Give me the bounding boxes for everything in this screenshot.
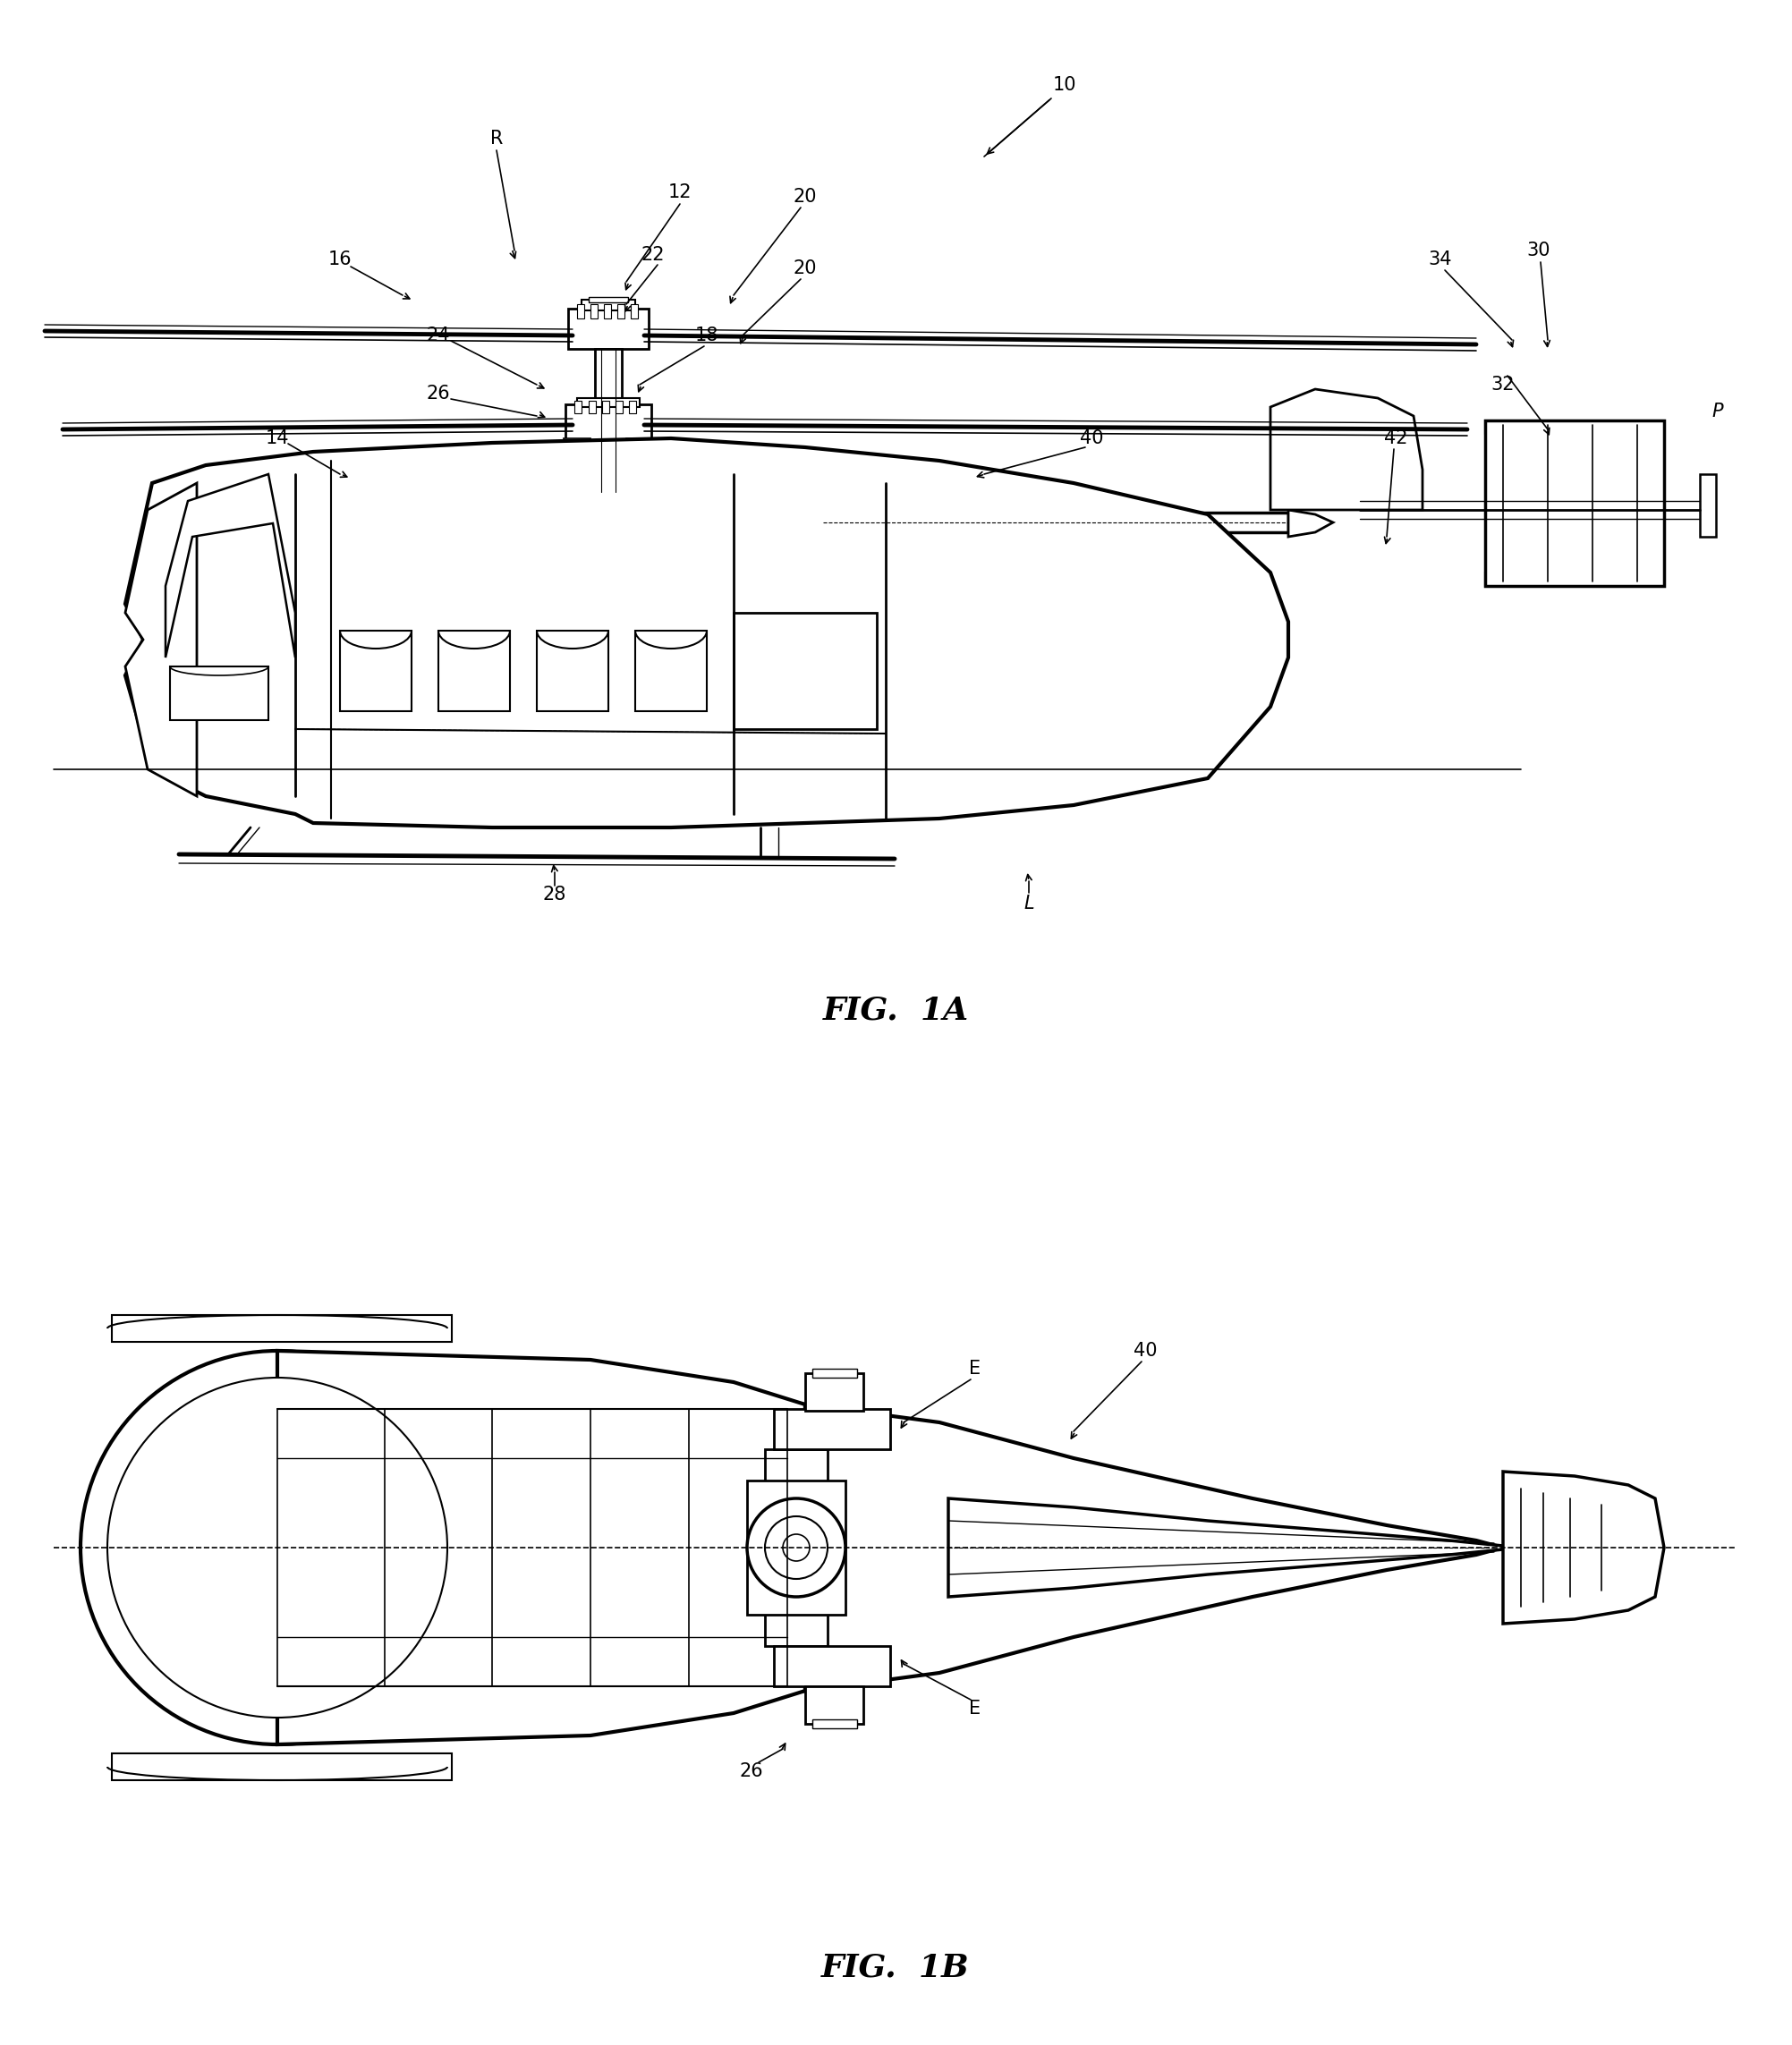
Bar (615, 401, 622, 413)
Circle shape (765, 1515, 828, 1579)
Text: FIG.  1B: FIG. 1B (821, 1953, 969, 1984)
Text: 24: 24 (426, 327, 450, 344)
Bar (812, 1720, 857, 1728)
Bar (170, 667, 269, 720)
Polygon shape (1271, 389, 1423, 509)
Text: 16: 16 (328, 249, 351, 268)
Bar (602, 401, 609, 413)
Polygon shape (165, 474, 296, 658)
Text: 34: 34 (1428, 249, 1452, 268)
Text: 40: 40 (1133, 1342, 1158, 1360)
Bar (1486, 421, 1665, 434)
Text: E: E (969, 1699, 980, 1718)
Bar (604, 305, 611, 319)
Bar (111, 1315, 452, 1342)
Text: 26: 26 (740, 1763, 763, 1781)
Text: 18: 18 (695, 327, 719, 344)
Bar (577, 399, 640, 407)
Bar (733, 614, 876, 730)
Text: 14: 14 (265, 429, 289, 448)
Polygon shape (278, 1352, 805, 1744)
Text: 42: 42 (1383, 429, 1407, 448)
Circle shape (747, 1499, 846, 1597)
Bar (747, 1481, 846, 1616)
Bar (805, 1687, 864, 1724)
Bar (805, 1372, 864, 1411)
Text: FIG.  1A: FIG. 1A (823, 996, 968, 1027)
Bar (774, 1646, 891, 1687)
Bar (590, 297, 627, 303)
Bar (622, 497, 670, 530)
Polygon shape (1288, 509, 1333, 536)
Text: R: R (489, 129, 504, 147)
Circle shape (108, 1378, 448, 1718)
Bar (595, 350, 622, 493)
Polygon shape (1503, 1472, 1665, 1624)
Text: 32: 32 (1491, 376, 1514, 393)
Bar (550, 448, 667, 497)
Text: P: P (1711, 403, 1724, 421)
Bar (823, 513, 1288, 532)
Bar (634, 630, 706, 712)
Bar (111, 1753, 452, 1781)
Polygon shape (948, 1499, 1503, 1597)
Bar (625, 438, 652, 450)
Text: 30: 30 (1527, 241, 1550, 260)
Bar (1701, 474, 1717, 536)
Text: E: E (969, 1360, 980, 1378)
Bar (340, 630, 412, 712)
Bar (590, 401, 597, 413)
Bar (577, 305, 584, 319)
Bar (812, 1368, 857, 1378)
Bar (706, 505, 760, 542)
Bar (631, 305, 638, 319)
Bar (575, 401, 582, 413)
Bar (769, 505, 823, 542)
Bar (765, 1450, 828, 1646)
Bar (582, 301, 634, 311)
Bar (564, 438, 591, 450)
Text: 12: 12 (668, 184, 692, 200)
Circle shape (81, 1352, 475, 1744)
Bar (616, 305, 624, 319)
Bar (591, 305, 597, 319)
Bar (595, 448, 622, 524)
Bar (568, 309, 649, 350)
Text: 26: 26 (426, 384, 450, 403)
Bar (643, 505, 697, 542)
Text: 22: 22 (642, 245, 665, 264)
Bar (559, 454, 577, 487)
Text: 20: 20 (794, 260, 817, 278)
Text: 28: 28 (543, 885, 566, 904)
Bar (1486, 573, 1665, 587)
Text: 20: 20 (794, 188, 817, 207)
Bar (629, 401, 636, 413)
Bar (547, 497, 595, 530)
Circle shape (783, 1534, 810, 1560)
Polygon shape (805, 1405, 1503, 1691)
Polygon shape (125, 483, 197, 796)
Text: 40: 40 (1079, 429, 1104, 448)
Text: L: L (1023, 894, 1034, 912)
Text: 10: 10 (1052, 76, 1077, 94)
Bar (439, 630, 511, 712)
Bar (640, 454, 658, 487)
Bar (1486, 421, 1665, 587)
Bar (774, 1409, 891, 1450)
Polygon shape (125, 438, 1288, 828)
Bar (538, 630, 607, 712)
Bar (566, 405, 650, 442)
